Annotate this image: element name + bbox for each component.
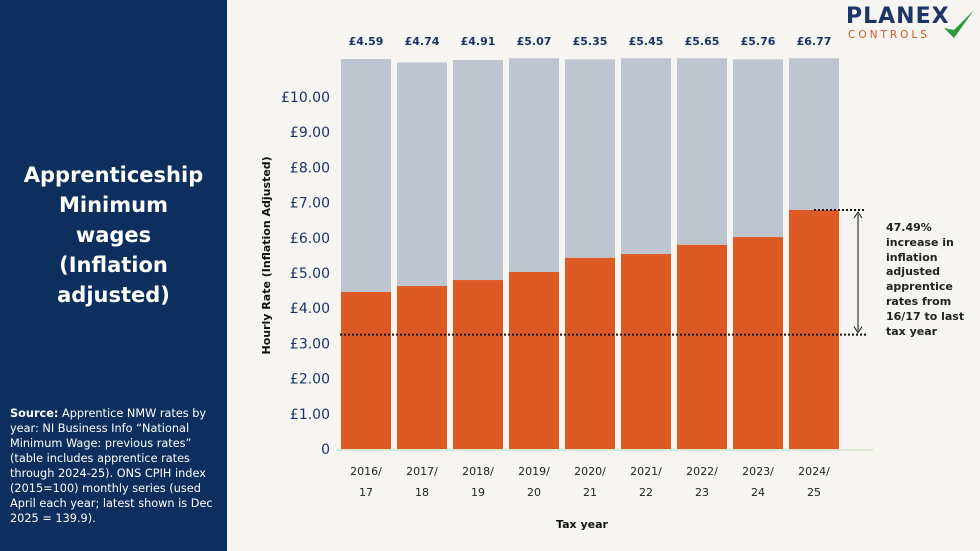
x-tick-label: 2021/	[630, 465, 662, 478]
x-tick-label: 2022/	[686, 465, 718, 478]
x-tick-label: 2018/	[462, 465, 494, 478]
sidebar: Apprenticeship Minimum wages (Inflation …	[0, 0, 227, 551]
data-label: £5.07	[517, 35, 552, 48]
x-tick-label: 2017/	[406, 465, 438, 478]
x-tick-label: 17	[359, 486, 373, 499]
y-tick-label: £10.00	[281, 90, 330, 106]
bar-track	[677, 58, 727, 245]
y-tick-label: £7.00	[290, 196, 330, 212]
data-label: £4.74	[405, 35, 440, 48]
y-tick-label: £8.00	[290, 160, 330, 176]
source-text: Apprentice NMW rates by year: NI Busines…	[10, 407, 213, 525]
bar	[677, 244, 727, 449]
bar-track	[509, 58, 559, 272]
data-label: £5.35	[573, 35, 608, 48]
y-tick-label: £3.00	[290, 336, 330, 352]
x-tick-label: 2023/	[742, 465, 774, 478]
bar-track	[789, 58, 839, 210]
source-note: Source: Apprentice NMW rates by year: NI…	[10, 406, 220, 526]
data-label: £4.91	[461, 35, 496, 48]
bar	[453, 280, 503, 449]
bar	[733, 237, 783, 449]
checkmark-icon	[944, 10, 974, 38]
data-label: £5.45	[629, 35, 664, 48]
x-axis-label: Tax year	[556, 518, 608, 531]
chart-title: Apprenticeship Minimum wages (Inflation …	[23, 163, 204, 307]
bar-track	[621, 58, 671, 254]
y-tick-label: £2.00	[290, 372, 330, 388]
bar-track	[397, 62, 447, 287]
bar	[789, 209, 839, 449]
planex-logo: PLANEX CONTROLS	[846, 4, 976, 44]
x-tick-label: 2019/	[518, 465, 550, 478]
data-label: £5.65	[685, 35, 720, 48]
data-label: £5.76	[741, 35, 776, 48]
bar	[397, 286, 447, 449]
logo-name: PLANEX	[846, 4, 950, 29]
x-tick-label: 24	[751, 486, 765, 499]
bar	[621, 253, 671, 449]
x-tick-label: 21	[583, 486, 597, 499]
data-label: £4.59	[349, 35, 384, 48]
y-axis-label: Hourly Rate (Inflation Adjusted)	[260, 156, 273, 354]
bar-track	[733, 59, 783, 238]
x-tick-label: 2024/	[798, 465, 830, 478]
bar-chart: 0 £1.00 £2.00 £3.00 £4.00 £5.00 £6.00 £7.00 £8.0…	[260, 35, 873, 531]
x-tick-label: 2016/	[350, 465, 382, 478]
bar-track	[453, 60, 503, 281]
bar-track	[565, 59, 615, 258]
y-tick-label: £1.00	[290, 407, 330, 423]
x-tick-label: 25	[807, 486, 821, 499]
bar	[341, 292, 391, 449]
data-label: £6.77	[797, 35, 832, 48]
x-tick-label: 23	[695, 486, 709, 499]
logo-sub: CONTROLS	[848, 29, 930, 41]
y-tick-label: £9.00	[290, 125, 330, 141]
bar	[509, 271, 559, 449]
bar	[565, 257, 615, 449]
x-tick-label: 2020/	[574, 465, 606, 478]
y-tick-label: 0	[321, 442, 330, 458]
x-tick-label: 22	[639, 486, 653, 499]
source-label: Source:	[10, 407, 59, 420]
bar-track	[341, 58, 391, 293]
arrow-head-down	[853, 326, 863, 334]
x-tick-label: 19	[471, 486, 485, 499]
y-tick-label: £6.00	[290, 231, 330, 247]
y-tick-label: £4.00	[290, 301, 330, 317]
x-tick-label: 18	[415, 486, 429, 499]
increase-annotation: 47.49% increase in inflation adjusted ap…	[886, 221, 965, 338]
y-tick-label: £5.00	[290, 266, 330, 282]
x-tick-label: 20	[527, 486, 541, 499]
arrow-head-up	[853, 211, 863, 219]
